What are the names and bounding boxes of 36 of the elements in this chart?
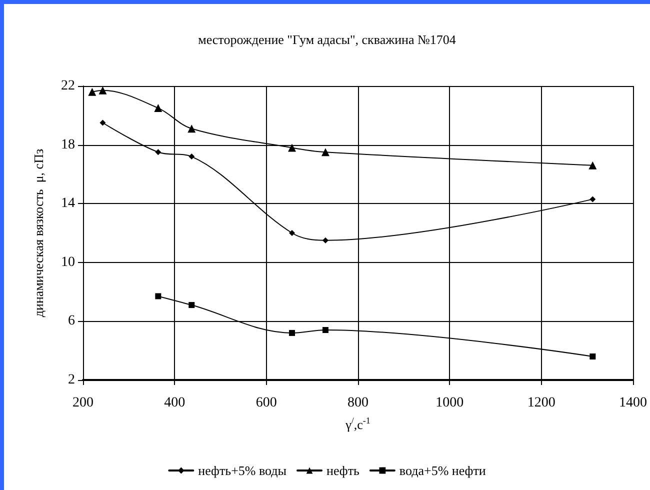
y-tick-label: 2	[68, 372, 75, 388]
point	[155, 293, 162, 300]
x-tick-label: 1400	[619, 396, 647, 410]
x-tick-label: 800	[348, 396, 368, 410]
y-tick-label: 6	[68, 314, 75, 329]
point	[321, 148, 330, 156]
y-tick-label: 18	[61, 137, 75, 152]
point	[188, 124, 196, 133]
point	[100, 120, 106, 126]
y-axis-title: динамическая вязкость μ, сПз	[31, 148, 46, 318]
point	[590, 196, 596, 202]
point	[98, 86, 107, 94]
point	[88, 88, 96, 96]
point	[188, 302, 195, 308]
point	[590, 353, 596, 360]
point	[288, 144, 296, 152]
point	[322, 327, 328, 334]
legend-label: вода+5% нефти	[399, 463, 486, 478]
x-tick-label: 600	[256, 396, 277, 410]
x-tick-label: 400	[164, 396, 186, 410]
x-tick-label: 1000	[436, 396, 464, 410]
point	[188, 154, 195, 160]
point	[289, 330, 295, 336]
y-tick-label: 10	[61, 254, 75, 270]
point	[155, 149, 162, 156]
x-tick-label: 1200	[527, 396, 556, 410]
point	[322, 237, 328, 244]
y-tick-label: 14	[61, 196, 75, 212]
point	[154, 104, 162, 112]
chart-title: месторождение "Гум адасы", скважина №1704	[198, 32, 456, 47]
y-tick-label: 22	[61, 78, 75, 94]
legend-label: нефть	[326, 463, 360, 478]
point	[588, 161, 597, 170]
x-tick-label: 200	[72, 396, 94, 410]
legend-label: нефть+5% воды	[198, 463, 287, 478]
point	[289, 230, 295, 236]
